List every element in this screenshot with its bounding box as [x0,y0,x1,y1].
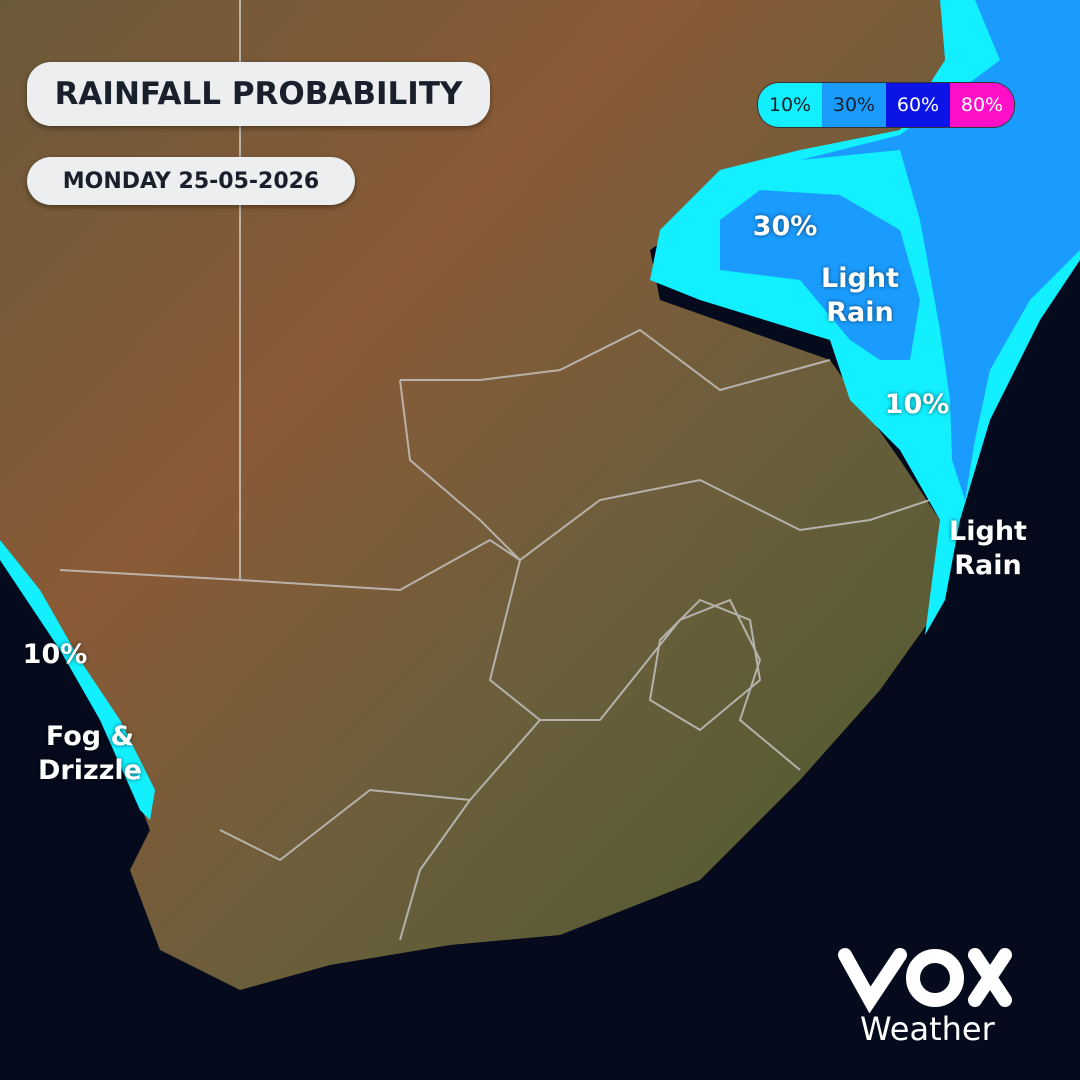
title: RAINFALL PROBABILITY [27,62,490,126]
map-label: Light Rain [821,263,899,328]
land [0,0,945,990]
legend-item: 80% [950,83,1014,127]
date: MONDAY 25-05-2026 [27,157,355,205]
rain-30-zone [720,190,920,360]
map-label: 10% [884,389,950,420]
brand-name: Weather [860,1010,995,1048]
legend-item: 10% [758,83,822,127]
map-label: 30% [752,211,818,242]
rain-30-zone [800,0,1080,500]
legend: 10% 30% 60% 80% [757,82,1015,128]
legend-item: 30% [822,83,886,127]
map-label: 10% [22,639,88,670]
logo-mark [838,948,1012,1014]
map-label: Fog & Drizzle [38,721,142,786]
legend-item: 60% [886,83,950,127]
rain-10-zone [0,540,155,820]
map-label: Light Rain [949,516,1027,581]
